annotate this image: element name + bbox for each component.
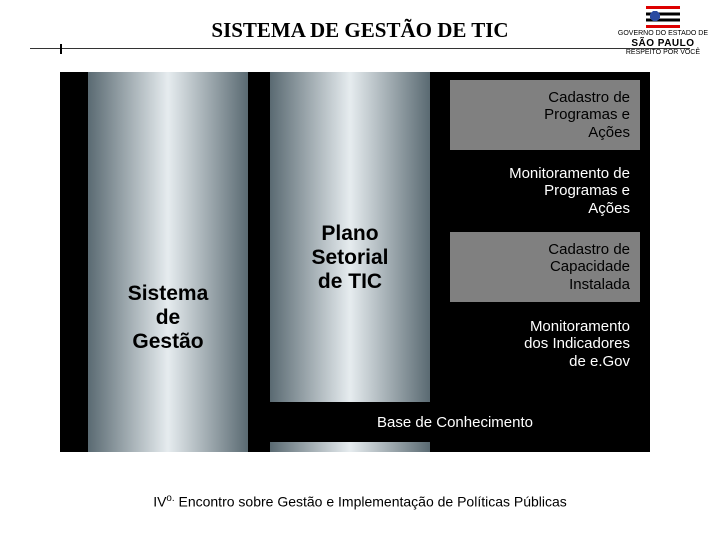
footer-prefix: IV [153, 494, 166, 510]
footer-caption: IVo. Encontro sobre Gestão e Implementaç… [0, 493, 720, 510]
diagram-canvas: SistemadeGestão PlanoSetorialde TIC Cadast… [60, 72, 650, 452]
base-knowledge-bar: Base de Conhecimento [270, 402, 640, 442]
gov-sp-logo: GOVERNO DO ESTADO DE SÃO PAULO RESPEITO … [618, 6, 708, 56]
pillar-plano-label: PlanoSetorialde TIC [270, 222, 430, 294]
footer-sup: o. [166, 493, 174, 504]
sp-flag-icon [646, 6, 680, 28]
footer-rest: Encontro sobre Gestão e Implementação de… [175, 494, 567, 510]
logo-line2: SÃO PAULO [618, 38, 708, 49]
logo-line3: RESPEITO POR VOCÊ [618, 49, 708, 57]
logo-line1: GOVERNO DO ESTADO DE [618, 30, 708, 38]
right-box-1: Monitoramento deProgramas eAções [450, 157, 640, 225]
right-box-0: Cadastro deProgramas eAções [450, 80, 640, 150]
title-rule-notch [60, 44, 62, 54]
right-box-2: Cadastro deCapacidadeInstalada [450, 232, 640, 302]
pillar-sistema-label: SistemadeGestão [88, 282, 248, 354]
page-title: SISTEMA DE GESTÃO DE TIC [0, 18, 720, 43]
right-box-3: Monitoramentodos Indicadoresde e.Gov [450, 310, 640, 378]
pillar-sistema: SistemadeGestão [88, 72, 248, 452]
title-rule [30, 48, 690, 49]
pillar-plano: PlanoSetorialde TIC [270, 72, 430, 452]
slide: SISTEMA DE GESTÃO DE TIC GOVERNO DO ESTA… [0, 0, 720, 540]
